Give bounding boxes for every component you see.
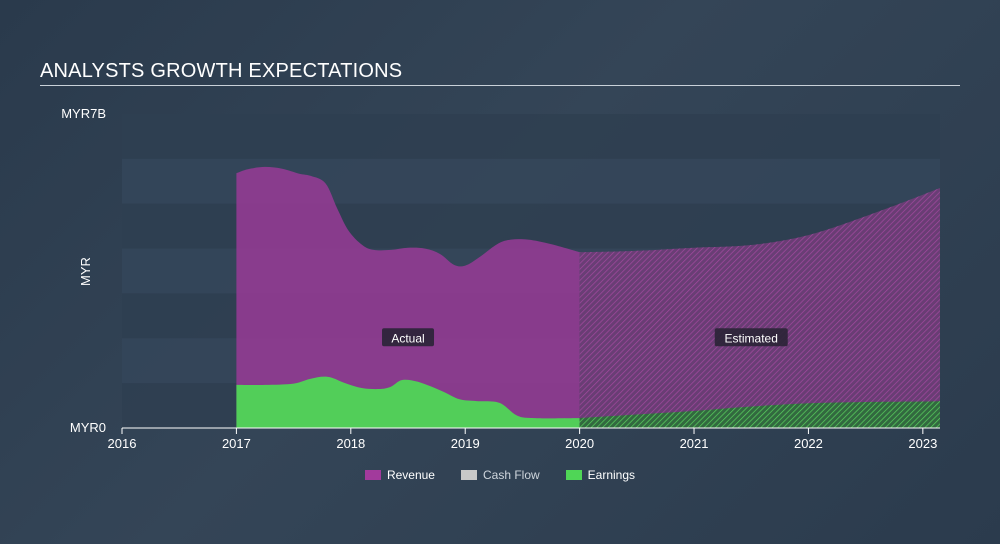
x-tick-label: 2023 — [908, 436, 937, 451]
x-tick-label: 2018 — [336, 436, 365, 451]
actual-label-bg — [382, 328, 435, 347]
series-areas — [236, 166, 940, 428]
earnings-area-actual — [236, 376, 580, 428]
legend-label-revenue: Revenue — [386, 468, 435, 482]
title-divider — [40, 85, 960, 86]
legend-item-cash-flow[interactable]: Cash Flow — [460, 468, 540, 482]
y-axis-title: MYR — [78, 257, 93, 286]
legend-swatch-earnings — [565, 470, 582, 480]
actual-label-text: Actual — [391, 331, 424, 345]
legend: Revenue Cash Flow Earnings — [0, 468, 1000, 482]
x-tick-label: 2017 — [222, 436, 251, 451]
estimated-label-text: Estimated — [725, 331, 778, 345]
annotations: Actual Estimated — [382, 328, 788, 347]
actual-label: Actual — [382, 328, 435, 347]
estimated-label: Estimated — [714, 328, 788, 347]
y-tick-label: MYR7B — [61, 106, 106, 121]
legend-swatch-cash-flow — [460, 470, 477, 480]
legend-swatch-revenue — [364, 470, 381, 480]
grid-band — [122, 114, 940, 159]
chart-title: ANALYSTS GROWTH EXPECTATIONS — [40, 60, 403, 82]
revenue-area-actual — [236, 166, 580, 428]
revenue-area-estimated — [579, 188, 940, 428]
y-tick-label: MYR0 — [70, 420, 106, 435]
axes — [121, 427, 940, 434]
legend-label-earnings: Earnings — [587, 468, 636, 482]
axis-labels: 2016 2017 2018 2019 2020 2021 2022 2023 MYR7B MYR… — [61, 106, 937, 451]
legend-item-revenue[interactable]: Revenue — [364, 468, 435, 482]
x-tick-label: 2016 — [108, 436, 137, 451]
earnings-area-estimated — [579, 401, 940, 428]
x-tick-label: 2021 — [680, 436, 709, 451]
x-tick-label: 2022 — [794, 436, 823, 451]
legend-label-cash-flow: Cash Flow — [482, 468, 540, 482]
legend-item-earnings[interactable]: Earnings — [565, 468, 636, 482]
x-tick-label: 2019 — [451, 436, 480, 451]
estimated-label-bg — [714, 328, 788, 347]
x-tick-label: 2020 — [565, 436, 594, 451]
